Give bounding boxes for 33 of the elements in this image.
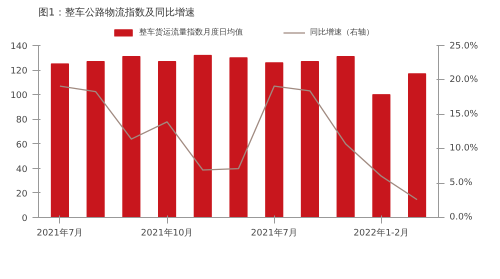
bar (372, 94, 390, 218)
bar (265, 62, 284, 218)
bar (86, 60, 105, 218)
y-tick-label: 40 (16, 164, 28, 175)
bar (158, 60, 176, 218)
x-tick-label: 2022年1-2月 (354, 228, 410, 238)
y-tick-label: 20 (16, 189, 28, 200)
y2-tick-label: 20.0% (450, 74, 479, 85)
y2-tick-label: 5.0% (450, 178, 473, 188)
y-tick-label: 80 (16, 116, 28, 126)
y-tick-label: 0 (22, 214, 28, 224)
y-tick-label: 60 (16, 140, 28, 150)
legend-label: 同比增速（右轴） (310, 26, 374, 38)
bar (50, 63, 69, 218)
y2-tick-label: 25.0% (450, 42, 479, 52)
bar (336, 56, 355, 218)
chart-title: 图1：整车公路物流指数及同比增速 (38, 6, 195, 18)
y2-tick-label: 10.0% (450, 144, 479, 154)
y-tick-label: 100 (10, 91, 28, 102)
bar (122, 56, 140, 218)
bar (300, 60, 319, 218)
y2-tick-label: 15.0% (450, 109, 479, 120)
y-tick-label: 140 (10, 42, 28, 52)
bar (194, 54, 212, 218)
x-tick-label: 2021年7月 (250, 228, 298, 238)
y-tick-label: 120 (10, 66, 28, 77)
bar (229, 57, 248, 218)
bar (408, 73, 426, 218)
y2-tick-label: 0.0% (450, 212, 473, 222)
line-series (59, 85, 418, 200)
legend-label: 整车货运流量指数月度日均值 (139, 26, 243, 38)
x-tick-label: 2021年10月 (140, 228, 194, 238)
x-tick-label: 2021年7月 (36, 228, 84, 238)
